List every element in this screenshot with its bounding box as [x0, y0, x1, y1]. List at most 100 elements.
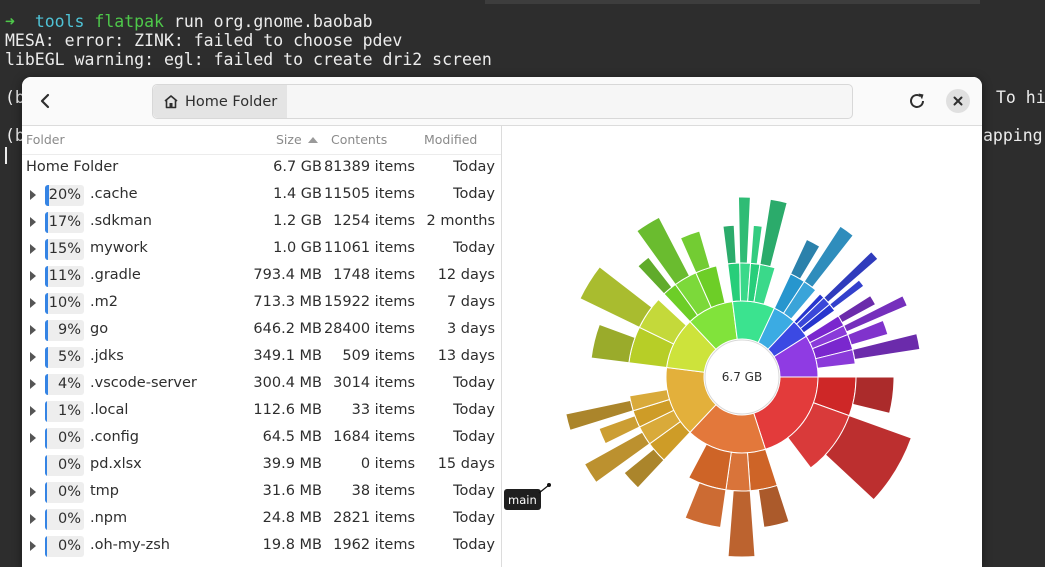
col-modified[interactable]: Modified	[424, 132, 478, 147]
col-size[interactable]: Size	[276, 132, 302, 147]
expander-icon[interactable]	[30, 541, 36, 551]
ring-segment[interactable]	[623, 448, 665, 489]
percentage-fill	[45, 482, 47, 503]
folder-size: 64.5 MB	[262, 429, 322, 445]
col-contents[interactable]: Contents	[331, 132, 388, 147]
percentage-fill	[45, 428, 47, 449]
percentage-label: 11%	[48, 268, 81, 284]
ring-segment[interactable]	[684, 482, 727, 529]
expander-icon[interactable]	[30, 433, 36, 443]
table-row[interactable]: 0% .npm 24.8 MB 2821 items Today	[22, 506, 501, 533]
percentage-fill	[45, 374, 48, 395]
ring-segment[interactable]	[722, 224, 737, 265]
ring-segment[interactable]	[679, 230, 711, 274]
folder-modified: Today	[453, 402, 495, 418]
table-row[interactable]: 0% .config 64.5 MB 1684 items Today	[22, 425, 501, 452]
table-row[interactable]: 5% .jdks 349.1 MB 509 items 13 days	[22, 344, 501, 371]
ring-segment[interactable]	[852, 333, 921, 361]
percentage-label: 10%	[48, 295, 81, 311]
breadcrumb-home-button[interactable]: Home Folder	[153, 85, 287, 118]
refresh-icon	[910, 93, 924, 108]
folder-modified: Today	[453, 510, 495, 526]
back-button[interactable]	[32, 87, 58, 115]
table-row[interactable]: 0% .oh-my-zsh 19.8 MB 1962 items Today	[22, 533, 501, 560]
ring-segment[interactable]	[759, 198, 788, 268]
ring-chart[interactable]: 6.7 GB	[502, 126, 982, 567]
ring-segment[interactable]	[727, 262, 742, 303]
ring-segment[interactable]	[565, 399, 634, 431]
expander-icon[interactable]	[30, 514, 36, 524]
refresh-button[interactable]	[906, 90, 928, 112]
percentage-label: 9%	[57, 322, 81, 338]
ring-segment[interactable]	[803, 225, 854, 289]
expander-icon[interactable]	[30, 217, 36, 227]
percentage-bar: 1%	[45, 401, 84, 422]
percentage-bar: 0%	[45, 455, 84, 476]
folder-name: .jdks	[90, 348, 124, 364]
root-row[interactable]: Home Folder 6.7 GB 81389 items Today	[22, 155, 501, 182]
table-row[interactable]: 11% .gradle 793.4 MB 1748 items 12 days	[22, 263, 501, 290]
folder-name: tmp	[90, 483, 120, 499]
ring-segment[interactable]	[757, 484, 790, 528]
percentage-label: 0%	[57, 484, 81, 500]
folder-modified: 12 days	[437, 267, 495, 283]
table-row[interactable]: 20% .cache 1.4 GB 11505 items Today	[22, 182, 501, 209]
folder-contents: 509 items	[342, 348, 415, 364]
close-button[interactable]	[946, 89, 970, 113]
ring-center[interactable]	[704, 339, 780, 415]
expander-icon[interactable]	[30, 379, 36, 389]
table-row[interactable]: 4% .vscode-server 300.4 MB 3014 items Today	[22, 371, 501, 398]
expander-icon[interactable]	[30, 487, 36, 497]
expander-icon[interactable]	[30, 298, 36, 308]
ring-segment[interactable]	[598, 415, 641, 445]
terminal-line: libEGL warning: egl: failed to create dr…	[5, 50, 492, 69]
ring-chart-svg[interactable]: 6.7 GB	[502, 126, 982, 567]
ring-segment[interactable]	[750, 224, 763, 265]
ring-segment[interactable]	[636, 216, 691, 286]
ring-segment[interactable]	[837, 294, 877, 324]
ring-segment[interactable]	[579, 266, 653, 329]
ring-segment[interactable]	[823, 251, 879, 303]
sort-ascending-icon	[308, 137, 318, 143]
expander-icon[interactable]	[30, 406, 36, 416]
ring-segment[interactable]	[746, 448, 778, 492]
folder-contents: 3014 items	[333, 375, 415, 391]
percentage-label: 1%	[57, 403, 81, 419]
expander-icon[interactable]	[30, 352, 36, 362]
expander-icon[interactable]	[30, 244, 36, 254]
ring-segment[interactable]	[737, 196, 751, 264]
tooltip-leader	[538, 483, 551, 494]
folder-tree[interactable]: Folder Size Contents Modified Home Folde…	[22, 126, 501, 567]
expander-icon[interactable]	[30, 271, 36, 281]
table-row[interactable]: 0% tmp 31.6 MB 38 items Today	[22, 479, 501, 506]
table-row[interactable]: 0% pd.xlsx 39.9 MB 0 items 15 days	[22, 452, 501, 479]
table-row[interactable]: 15% mywork 1.0 GB 11061 items Today	[22, 236, 501, 263]
table-row[interactable]: 1% .local 112.6 MB 33 items Today	[22, 398, 501, 425]
ring-segment[interactable]	[583, 431, 651, 484]
terminal-line: MESA: error: ZINK: failed to choose pdev	[5, 31, 403, 50]
ring-segment[interactable]	[829, 279, 865, 310]
terminal-tab-strip	[485, 0, 980, 4]
ring-segment[interactable]	[789, 238, 821, 280]
percentage-label: 0%	[57, 457, 81, 473]
expander-icon[interactable]	[30, 325, 36, 335]
ring-segment[interactable]	[843, 295, 908, 333]
table-row[interactable]: 17% .sdkman 1.2 GB 1254 items 2 months	[22, 209, 501, 236]
percentage-fill	[45, 266, 48, 287]
ring-segment[interactable]	[590, 323, 636, 364]
ring-segment[interactable]	[687, 443, 732, 491]
ring-segment[interactable]	[824, 414, 912, 501]
ring-segment[interactable]	[852, 376, 895, 415]
ring-segment[interactable]	[847, 319, 889, 346]
table-row[interactable]: 10% .m2 713.3 MB 15922 items 7 days	[22, 290, 501, 317]
col-folder[interactable]: Folder	[26, 132, 65, 147]
table-row[interactable]: 9% go 646.2 MB 28400 items 3 days	[22, 317, 501, 344]
folder-size: 1.2 GB	[273, 213, 322, 229]
root-modified: Today	[453, 159, 495, 175]
prompt-arrow: ➜	[5, 12, 15, 31]
ring-segment[interactable]	[637, 256, 673, 295]
ring-segment[interactable]	[727, 490, 756, 558]
expander-icon[interactable]	[30, 190, 36, 200]
folder-name: .config	[90, 429, 139, 445]
